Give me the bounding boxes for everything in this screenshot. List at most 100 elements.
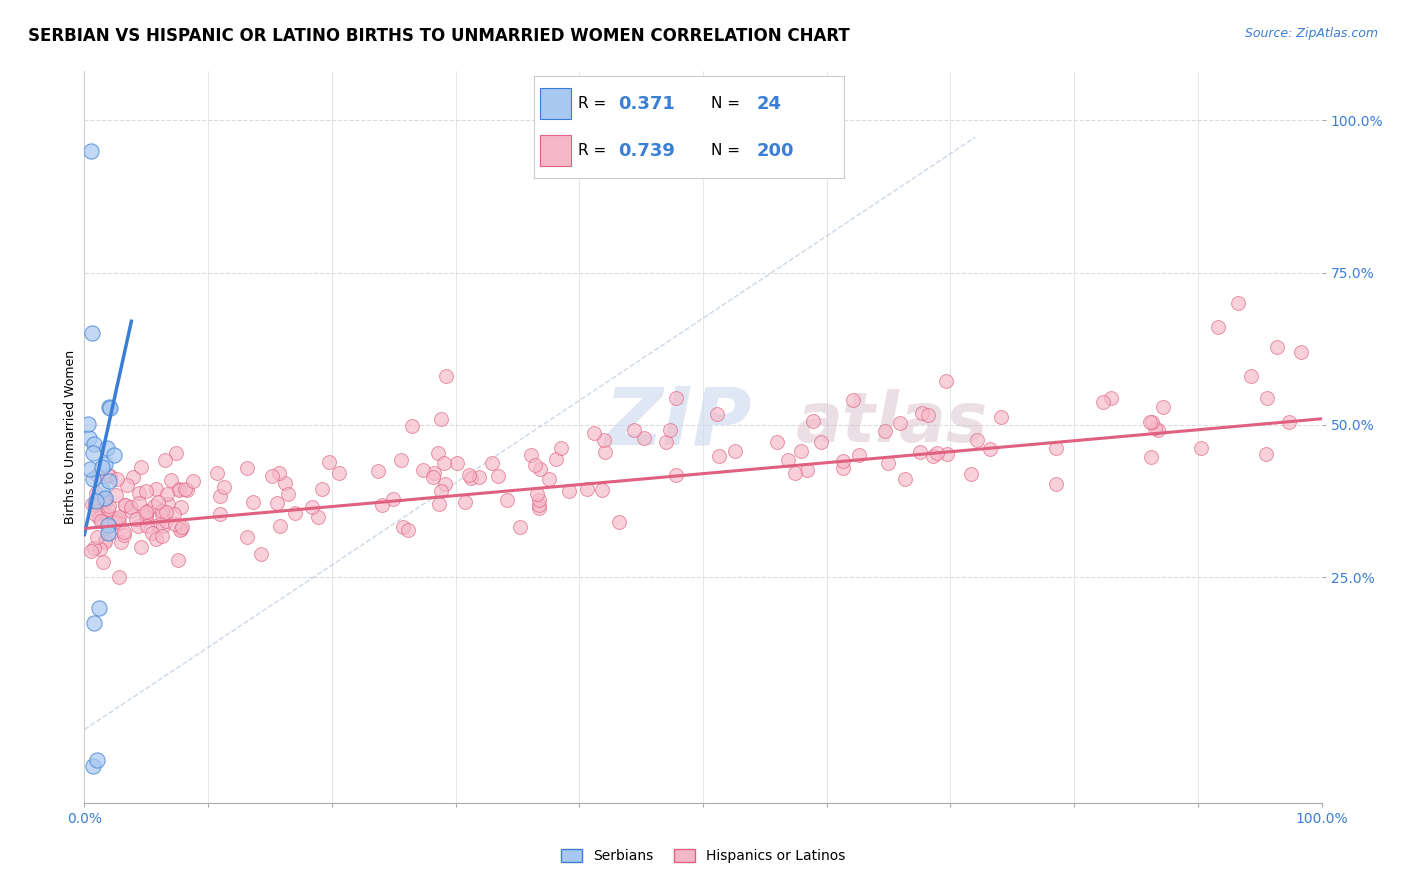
Point	[136, 504, 159, 518]
Point	[318, 455, 340, 469]
Point	[423, 466, 446, 480]
Point	[145, 532, 167, 546]
Point	[527, 499, 550, 513]
Point	[593, 433, 616, 447]
Point	[460, 471, 482, 485]
Point	[328, 466, 350, 480]
Point	[389, 453, 412, 467]
Point	[86, 504, 108, 518]
Point	[104, 488, 127, 502]
Point	[209, 508, 232, 522]
Point	[371, 499, 394, 513]
Point	[82, 759, 104, 773]
Point	[112, 528, 135, 542]
Point	[607, 515, 630, 529]
Point	[242, 495, 264, 509]
Point	[89, 541, 111, 556]
Point	[152, 519, 174, 533]
Point	[98, 400, 121, 414]
Point	[129, 460, 152, 475]
Point	[1045, 477, 1067, 491]
Point	[877, 456, 900, 470]
Point	[911, 406, 934, 420]
Point	[128, 486, 150, 500]
Point	[150, 529, 173, 543]
Point	[1140, 450, 1163, 464]
Point	[98, 468, 121, 483]
Text: N =: N =	[710, 96, 740, 111]
Point	[127, 518, 149, 533]
Point	[115, 478, 138, 492]
Point	[103, 448, 125, 462]
Point	[831, 454, 853, 468]
Point	[269, 466, 291, 480]
Point	[98, 401, 121, 416]
Point	[801, 414, 824, 428]
Point	[94, 535, 117, 549]
Point	[89, 600, 111, 615]
Point	[396, 523, 419, 537]
Point	[724, 443, 747, 458]
Point	[458, 467, 481, 482]
Point	[249, 547, 271, 561]
Point	[960, 467, 983, 481]
Point	[921, 449, 943, 463]
Point	[593, 444, 616, 458]
Point	[990, 409, 1012, 424]
Point	[266, 496, 288, 510]
Point	[935, 447, 957, 461]
Point	[108, 516, 131, 530]
Point	[150, 504, 173, 518]
Point	[84, 486, 107, 500]
Point	[301, 500, 323, 514]
Point	[163, 516, 186, 531]
Point	[165, 446, 187, 460]
Point	[1091, 395, 1114, 409]
Point	[790, 444, 813, 458]
Point	[97, 518, 120, 533]
Point	[94, 457, 117, 471]
Point	[97, 474, 120, 488]
Point	[162, 507, 184, 521]
Point	[429, 412, 451, 426]
Point	[107, 570, 129, 584]
Point	[1146, 423, 1168, 437]
Text: N =: N =	[710, 144, 740, 158]
Point	[96, 493, 118, 508]
Point	[935, 374, 957, 388]
Point	[80, 326, 103, 341]
Point	[426, 446, 449, 460]
Point	[434, 369, 457, 384]
Point	[873, 424, 896, 438]
Point	[77, 417, 100, 431]
Point	[917, 408, 939, 422]
Point	[105, 472, 128, 486]
Point	[108, 510, 131, 524]
Point	[128, 496, 150, 510]
Legend: Serbians, Hispanics or Latinos: Serbians, Hispanics or Latinos	[555, 844, 851, 869]
Point	[544, 451, 567, 466]
Text: 0.371: 0.371	[617, 95, 675, 112]
Point	[145, 482, 167, 496]
Point	[212, 480, 235, 494]
Point	[1277, 415, 1299, 429]
Point	[591, 483, 613, 498]
Point	[148, 494, 170, 508]
Point	[169, 524, 191, 538]
Point	[776, 453, 799, 467]
Point	[908, 445, 931, 459]
Point	[446, 456, 468, 470]
Point	[93, 491, 115, 506]
Point	[80, 544, 103, 558]
Point	[83, 615, 105, 630]
Text: 0.739: 0.739	[617, 142, 675, 160]
Point	[1267, 341, 1289, 355]
Text: ZIP: ZIP	[605, 384, 751, 461]
Point	[79, 461, 101, 475]
Point	[785, 467, 807, 481]
Point	[422, 470, 444, 484]
Point	[433, 457, 456, 471]
Point	[79, 144, 101, 158]
Point	[174, 482, 197, 496]
Point	[889, 416, 911, 430]
